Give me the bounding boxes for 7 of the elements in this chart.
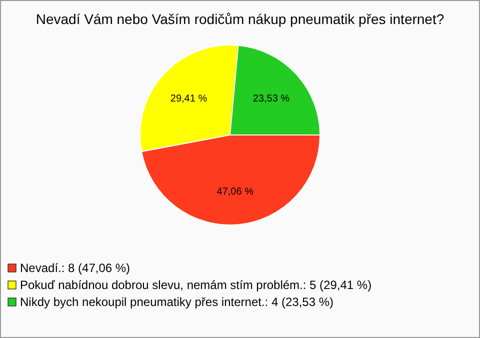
legend-entry: Pokuď nabídnou dobrou slevu, nemám stím problém.: 5 (29,41 %) (8, 278, 372, 292)
data-label: 29,41 % (170, 93, 208, 104)
chart-title: Nevadí Vám nebo Vaším rodičům nákup pneumatik přes internet? (36, 11, 444, 27)
legend-entry: Nevadí.: 8 (47,06 %) (8, 261, 130, 275)
data-label: 23,53 % (252, 93, 290, 104)
legend-entry: Nikdy bych nekoupil pneumatiky přes internet.: 4 (23,53 %) (8, 295, 334, 309)
data-label: 47,06 % (216, 186, 254, 198)
